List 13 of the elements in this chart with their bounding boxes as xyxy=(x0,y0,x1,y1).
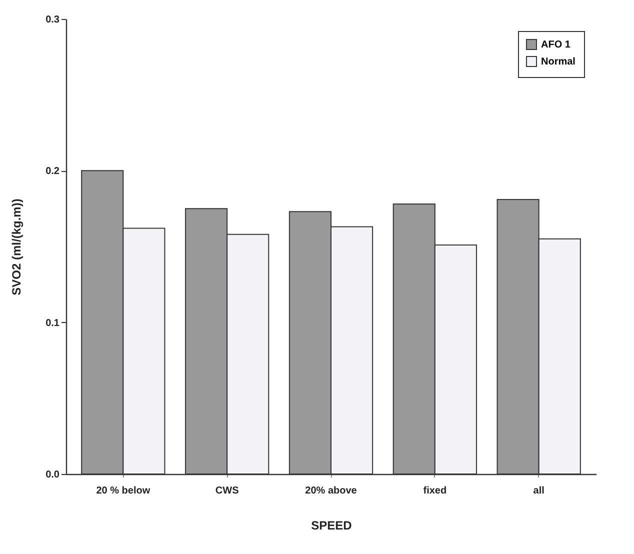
x-tick-label: 20 % below xyxy=(96,486,150,496)
x-tick-label: all xyxy=(533,486,545,496)
y-tick-label: 0.2 xyxy=(46,166,60,178)
x-tick-label: CWS xyxy=(215,486,240,496)
x-tick-label: 20% above xyxy=(305,486,358,496)
legend-label: AFO 1 xyxy=(541,40,571,50)
x-tick-label: fixed xyxy=(423,486,447,496)
y-tick-label: 0.3 xyxy=(46,14,60,26)
y-axis-title: SVO2 (ml/(kg.m)) xyxy=(10,198,24,296)
x-axis-title: SPEED xyxy=(311,518,352,532)
y-tick-label: 0.1 xyxy=(46,318,60,329)
y-tick-label: 0.0 xyxy=(46,470,60,480)
legend-label: Normal xyxy=(541,56,576,68)
